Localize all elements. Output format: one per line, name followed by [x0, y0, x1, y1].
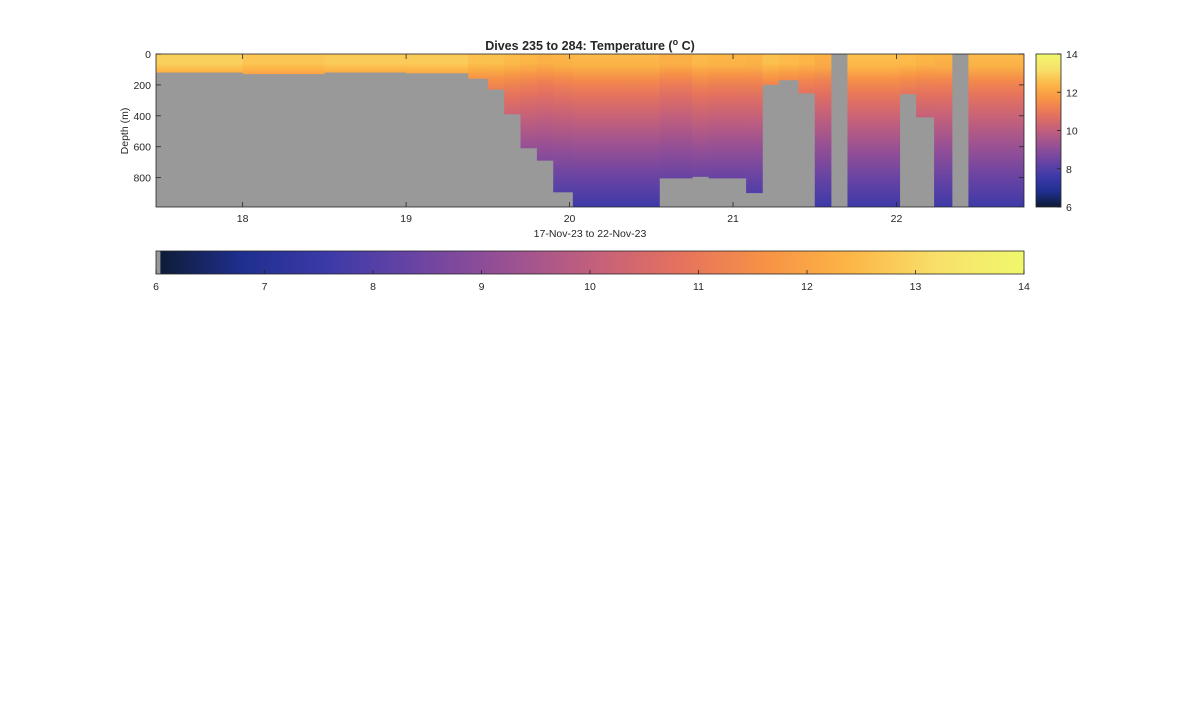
colorbar-tick-label: 12 [1066, 87, 1078, 99]
y-tick-label: 0 [145, 49, 151, 61]
x-axis: 18 19 20 21 22 [237, 54, 903, 225]
x-tick-label: 20 [564, 213, 576, 225]
y-tick-label: 800 [133, 173, 151, 185]
heatmap-column [899, 54, 917, 95]
y-tick-label: 200 [133, 80, 151, 92]
colorbar-tick-label: 9 [479, 281, 485, 293]
heatmap-column [242, 54, 325, 75]
colorbar-tick-label: 8 [1066, 164, 1072, 176]
heatmap-column [324, 54, 407, 73]
heatmap-column [968, 54, 1024, 207]
chart-title: Dives 235 to 284: Temperature (o C) [485, 37, 695, 53]
heatmap-column [847, 54, 901, 207]
colorbar-tick-label: 11 [693, 281, 704, 293]
colorbar-tick-label: 12 [801, 281, 813, 293]
y-tick-label: 600 [133, 142, 151, 154]
heatmap-column [156, 54, 243, 73]
x-tick-label: 18 [237, 213, 249, 225]
colorbar-tick-label: 13 [910, 281, 922, 293]
colorbar-tick-label: 14 [1018, 281, 1030, 293]
plot-area [156, 54, 1024, 207]
colorbar-tick-label: 10 [1066, 126, 1078, 138]
colorbar-tick-label: 7 [262, 281, 268, 293]
y-tick-label: 400 [133, 111, 151, 123]
colorbar-tick-label: 8 [370, 281, 376, 293]
heatmap-column [536, 54, 554, 161]
colorbar-tick-label: 10 [584, 281, 596, 293]
y-axis-label: Depth (m) [119, 108, 131, 155]
heatmap-column [934, 54, 953, 207]
x-tick-label: 22 [891, 213, 903, 225]
heatmap-column [692, 54, 709, 177]
heatmap-column [520, 54, 538, 149]
colorbar-tick-label: 6 [153, 281, 159, 293]
colorbar-tick-label: 6 [1066, 202, 1072, 214]
heatmap-column [746, 54, 763, 194]
colorbar-vertical-ticks: 6 8 10 12 14 [1057, 49, 1078, 214]
heatmap-column [468, 54, 489, 79]
heatmap-column [778, 54, 799, 81]
heatmap-column [798, 54, 816, 94]
heatmap-column [762, 54, 780, 85]
heatmap-column [487, 54, 505, 90]
data-columns [156, 54, 1024, 207]
colorbar-tick-label: 14 [1066, 49, 1078, 61]
y-axis: 0 200 400 600 800 [133, 49, 1024, 185]
heatmap-column [708, 54, 747, 179]
plot-frame [155, 53, 1025, 208]
heatmap-column [553, 54, 574, 193]
heatmap-column [659, 54, 693, 179]
colorbar-horizontal-nodata-swatch [156, 251, 161, 274]
heatmap-column [916, 54, 935, 118]
heatmap-column [406, 54, 469, 74]
colorbar-horizontal-ticks: 6 7 8 9 10 11 12 13 14 [153, 270, 1030, 293]
x-tick-label: 21 [727, 213, 739, 225]
heatmap-column [814, 54, 832, 207]
x-axis-label: 17-Nov-23 to 22-Nov-23 [534, 228, 647, 240]
heatmap-column [504, 54, 521, 115]
heatmap-column [572, 54, 660, 207]
x-tick-label: 19 [400, 213, 412, 225]
colorbar-vertical [1035, 53, 1062, 208]
